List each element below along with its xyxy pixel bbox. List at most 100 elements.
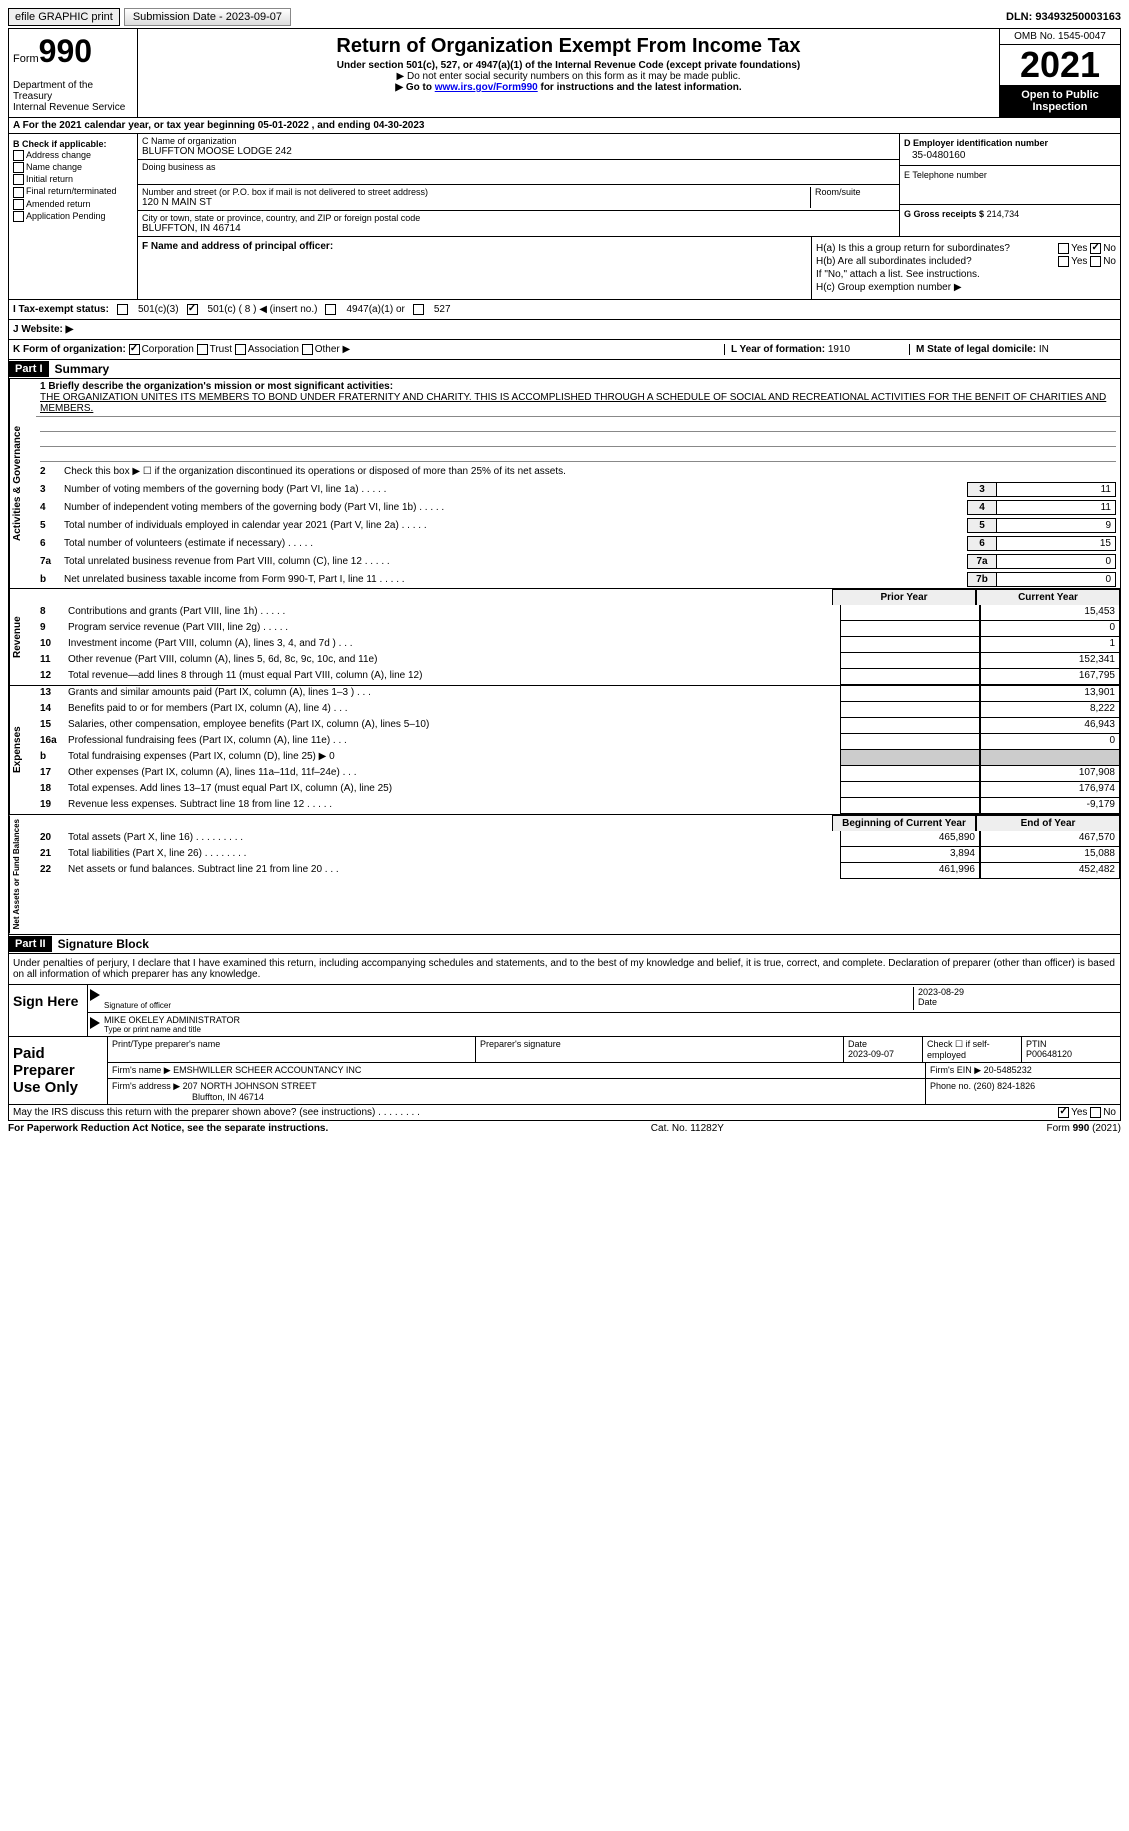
submission-date[interactable]: Submission Date - 2023-09-07 (124, 8, 291, 26)
check-amended-return[interactable]: Amended return (13, 199, 133, 210)
hb-no[interactable]: No (1103, 256, 1116, 267)
penalties-text: Under penalties of perjury, I declare th… (9, 954, 1120, 984)
line-10: 10Investment income (Part VIII, column (… (36, 637, 1120, 653)
check-trust[interactable] (197, 344, 208, 355)
main-info-block: B Check if applicable: Address change Na… (8, 134, 1121, 300)
ha-yes[interactable]: Yes (1071, 243, 1087, 254)
officer-name: MIKE OKELEY ADMINISTRATOR (104, 1015, 1118, 1025)
check-initial-return[interactable]: Initial return (13, 174, 133, 185)
section-h: H(a) Is this a group return for subordin… (812, 237, 1120, 299)
col-begin: Beginning of Current Year (832, 815, 976, 831)
expenses-section: Expenses 13Grants and similar amounts pa… (8, 686, 1121, 815)
l-val: 1910 (828, 344, 850, 355)
line-8: 8Contributions and grants (Part VIII, li… (36, 605, 1120, 621)
check-4947[interactable] (325, 304, 336, 315)
line2: 2 Check this box ▶ ☐ if the organization… (36, 462, 1120, 480)
line-7a: 7aTotal unrelated business revenue from … (36, 552, 1120, 570)
sig-date: 2023-08-29 (918, 987, 1118, 997)
line-15: 15Salaries, other compensation, employee… (36, 718, 1120, 734)
discuss-yes-check[interactable] (1058, 1107, 1069, 1118)
prep-date-label: Date (848, 1039, 867, 1049)
ptin-value: P00648120 (1026, 1049, 1072, 1059)
firm-phone-label: Phone no. (930, 1081, 971, 1091)
check-address-change[interactable]: Address change (13, 150, 133, 161)
org-name: BLUFFTON MOOSE LODGE 242 (142, 146, 292, 157)
check-501c3[interactable] (117, 304, 128, 315)
h-b-note: If "No," attach a list. See instructions… (816, 269, 1116, 280)
omb-number: OMB No. 1545-0047 (1000, 29, 1120, 45)
blank1 (40, 417, 1116, 432)
firm-addr2: Bluffton, IN 46714 (112, 1092, 264, 1102)
check-corporation[interactable] (129, 344, 140, 355)
arrow-icon (90, 1017, 100, 1029)
street-addr: 120 N MAIN ST (142, 197, 212, 208)
footer-mid: Cat. No. 11282Y (651, 1123, 724, 1134)
footer-right: Form 990 (2021) (1047, 1123, 1121, 1134)
irs-link[interactable]: www.irs.gov/Form990 (435, 82, 538, 93)
line-6: 6Total number of volunteers (estimate if… (36, 534, 1120, 552)
line-3: 3Number of voting members of the governi… (36, 480, 1120, 498)
ha-no[interactable]: No (1103, 243, 1116, 254)
line-11: 11Other revenue (Part VIII, column (A), … (36, 653, 1120, 669)
hb-yes[interactable]: Yes (1071, 256, 1087, 267)
date-label: Date (918, 997, 1118, 1007)
section-f: F Name and address of principal officer: (138, 237, 812, 299)
sig-officer-line: Signature of officer 2023-08-29 Date (88, 985, 1120, 1013)
check-application-pending[interactable]: Application Pending (13, 211, 133, 222)
header-left: Form990 Department of the Treasury Inter… (9, 29, 138, 117)
check-501c[interactable] (187, 304, 198, 315)
line-13: 13Grants and similar amounts paid (Part … (36, 686, 1120, 702)
mission-block: 1 Briefly describe the organization's mi… (36, 379, 1120, 417)
firm-phone: (260) 824-1826 (974, 1081, 1036, 1091)
line-22: 22Net assets or fund balances. Subtract … (36, 863, 1120, 879)
ptin-label: PTIN (1026, 1039, 1047, 1049)
discuss-text: May the IRS discuss this return with the… (13, 1107, 1058, 1118)
check-name-change[interactable]: Name change (13, 162, 133, 173)
line-16a: 16aProfessional fundraising fees (Part I… (36, 734, 1120, 750)
j-label: J Website: ▶ (13, 324, 73, 335)
check-association[interactable] (235, 344, 246, 355)
check-self-employed[interactable]: Check ☐ if self-employed (927, 1039, 990, 1060)
line-21: 21Total liabilities (Part X, line 26) . … (36, 847, 1120, 863)
form-label: Form (13, 53, 39, 65)
tel-cell: E Telephone number (900, 166, 1120, 205)
ein-cell: D Employer identification number 35-0480… (900, 134, 1120, 166)
firm-name: EMSHWILLER SCHEER ACCOUNTANCY INC (173, 1065, 361, 1075)
check-other[interactable] (302, 344, 313, 355)
line-b: bNet unrelated business taxable income f… (36, 570, 1120, 588)
m-label: M State of legal domicile: (916, 344, 1036, 355)
i-label: I Tax-exempt status: (13, 304, 109, 315)
part1-header-row: Part I Summary (8, 360, 1121, 379)
top-bar: efile GRAPHIC print Submission Date - 20… (8, 8, 1121, 26)
discuss-no-check[interactable] (1090, 1107, 1101, 1118)
irs-label: Internal Revenue Service (13, 102, 133, 113)
dept-treasury: Department of the Treasury (13, 80, 133, 102)
website-row: J Website: ▶ (8, 320, 1121, 340)
firm-addr-label: Firm's address ▶ (112, 1081, 180, 1091)
blank3 (40, 447, 1116, 462)
form-990: 990 (39, 33, 92, 69)
firm-ein-label: Firm's EIN ▶ (930, 1065, 981, 1075)
revenue-section: Revenue Prior Year Current Year 8Contrib… (8, 589, 1121, 686)
h-b: H(b) Are all subordinates included? Yes … (816, 256, 1116, 267)
hb-label: H(b) Are all subordinates included? (816, 256, 972, 267)
form-subtitle: Under section 501(c), 527, or 4947(a)(1)… (144, 60, 993, 71)
vtab-expenses: Expenses (9, 686, 36, 814)
dba-cell: Doing business as (138, 160, 899, 185)
prep-name-label: Print/Type preparer's name (112, 1039, 220, 1049)
line-17: 17Other expenses (Part IX, column (A), l… (36, 766, 1120, 782)
name-title-label: Type or print name and title (104, 1025, 1118, 1034)
line1-label: 1 Briefly describe the organization's mi… (40, 381, 393, 392)
paid-preparer-block: Paid Preparer Use Only Print/Type prepar… (8, 1037, 1121, 1105)
addr-cell: Number and street (or P.O. box if mail i… (138, 185, 899, 211)
check-final-return[interactable]: Final return/terminated (13, 186, 133, 197)
form-header: Form990 Department of the Treasury Inter… (8, 28, 1121, 118)
footer-left: For Paperwork Reduction Act Notice, see … (8, 1123, 328, 1134)
signature-block: Under penalties of perjury, I declare th… (8, 954, 1121, 1037)
org-name-cell: C Name of organization BLUFFTON MOOSE LO… (138, 134, 899, 160)
check-527[interactable] (413, 304, 424, 315)
line-5: 5Total number of individuals employed in… (36, 516, 1120, 534)
city-cell: City or town, state or province, country… (138, 211, 899, 236)
sig-name-line: MIKE OKELEY ADMINISTRATOR Type or print … (88, 1013, 1120, 1036)
c-name-label: C Name of organization (142, 136, 237, 146)
